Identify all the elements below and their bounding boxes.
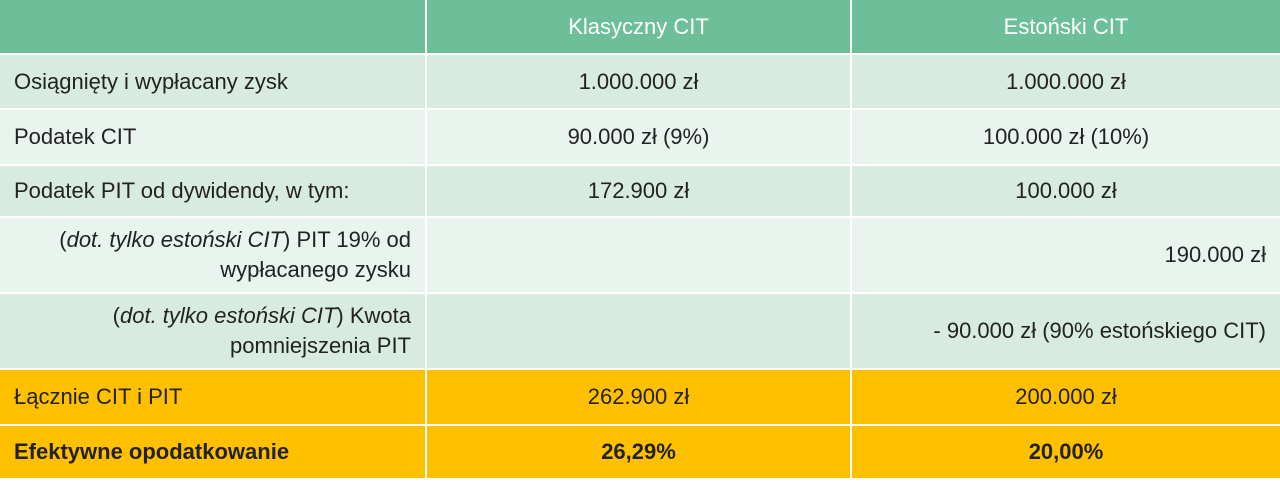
row-label: Podatek CIT: [0, 110, 425, 164]
row-label: (dot. tylko estoński CIT) PIT 19% od wyp…: [0, 218, 425, 292]
value-cell: 90.000 zł (9%): [427, 110, 850, 164]
header-cell: Estoński CIT: [852, 0, 1280, 53]
value-cell: - 90.000 zł (90% estońskiego CIT): [852, 294, 1280, 368]
value-cell: [427, 294, 850, 368]
italic-note: dot. tylko estoński CIT: [119, 303, 337, 328]
value-cell: 1.000.000 zł: [427, 55, 850, 108]
row-label: Efektywne opodatkowanie: [0, 426, 425, 478]
row-label: Podatek PIT od dywidendy, w tym:: [0, 166, 425, 216]
value-cell: 20,00%: [852, 426, 1280, 478]
value-cell: 172.900 zł: [427, 166, 850, 216]
label-part: (: [59, 227, 67, 252]
value-cell: 190.000 zł: [852, 218, 1280, 292]
row-label: (dot. tylko estoński CIT) Kwota pomniejs…: [0, 294, 425, 368]
value-cell: 26,29%: [427, 426, 850, 478]
header-cell: [0, 0, 425, 53]
value-cell: 100.000 zł: [852, 166, 1280, 216]
italic-note: dot. tylko estoński CIT: [66, 227, 283, 252]
value-cell: 100.000 zł (10%): [852, 110, 1280, 164]
label-part: ) Kwota pomniejszenia PIT: [230, 303, 411, 358]
row-label: Osiągnięty i wypłacany zysk: [0, 55, 425, 108]
value-cell: 1.000.000 zł: [852, 55, 1280, 108]
label-text: (dot. tylko estoński CIT) Kwota pomniejs…: [14, 301, 411, 361]
row-label: Łącznie CIT i PIT: [0, 370, 425, 424]
label-part: ) PIT 19% od wypłacanego zysku: [220, 227, 411, 282]
header-cell: Klasyczny CIT: [427, 0, 850, 53]
value-cell: [427, 218, 850, 292]
label-part: (: [112, 303, 120, 328]
value-cell: 200.000 zł: [852, 370, 1280, 424]
value-cell: 262.900 zł: [427, 370, 850, 424]
label-text: (dot. tylko estoński CIT) PIT 19% od wyp…: [14, 225, 411, 285]
